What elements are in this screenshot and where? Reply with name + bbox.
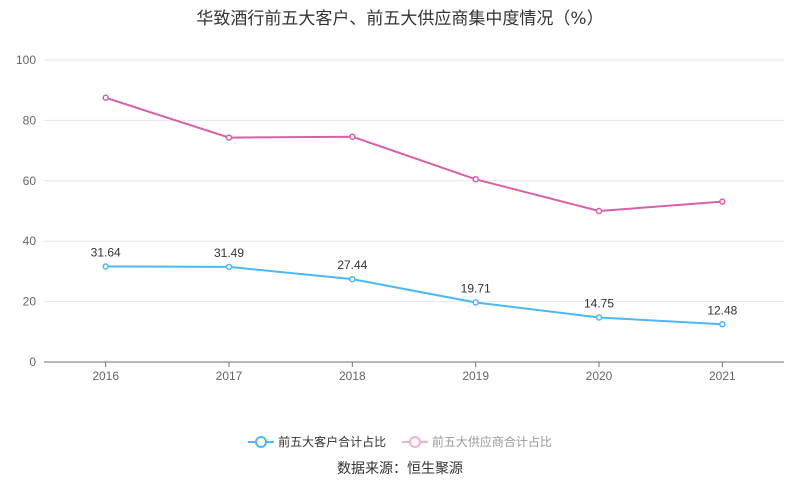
data-point [349, 275, 356, 283]
data-label: 27.44 [337, 258, 367, 272]
data-point [225, 134, 233, 141]
data-point [225, 263, 233, 271]
data-point [102, 94, 109, 101]
data-point [595, 314, 603, 321]
data-point [595, 207, 603, 215]
data-point [719, 321, 726, 328]
y-tick-label: 0 [29, 355, 36, 369]
x-tick-label: 2016 [92, 369, 119, 383]
legend-label: 前五大客户合计占比 [278, 435, 387, 449]
x-tick-label: 2018 [339, 369, 366, 383]
data-point [472, 299, 479, 306]
line-chart: 0 20 40 60 80 100 2016 2017 2018 2019 2020 2021 31.6… [16, 53, 784, 383]
data-point [349, 133, 356, 140]
data-label: 31.64 [91, 245, 121, 259]
data-point [472, 176, 479, 183]
series-line [105, 265, 723, 326]
data-point [719, 198, 726, 205]
x-tick-label: 2021 [709, 369, 736, 383]
y-tick-label: 80 [23, 113, 37, 127]
legend: 前五大客户合计占比 前五大供应商合计占比 [0, 433, 800, 452]
series-line [105, 96, 723, 213]
chart-title: 华致酒行前五大客户、前五大供应商集中度情况（%） [196, 9, 604, 29]
x-tick-label: 2017 [216, 369, 243, 383]
data-label: 31.49 [214, 246, 244, 260]
data-point [102, 263, 109, 270]
x-tick-label: 2020 [586, 369, 613, 383]
x-tick-label: 2019 [462, 369, 489, 383]
source-note: 数据来源：恒生聚源 [337, 461, 463, 477]
legend-marker-customers-icon [248, 435, 275, 448]
y-tick-label: 20 [23, 295, 37, 309]
y-tick-label: 40 [23, 234, 37, 248]
y-tick-label: 60 [23, 174, 37, 188]
legend-item-suppliers[interactable]: 前五大供应商合计占比 [401, 433, 552, 450]
y-tick-label: 100 [16, 53, 36, 67]
data-label: 14.75 [584, 296, 614, 310]
legend-marker-suppliers-icon [401, 435, 428, 448]
data-label: 12.48 [707, 303, 737, 317]
legend-item-customers[interactable]: 前五大客户合计占比 [248, 433, 386, 450]
legend-label: 前五大供应商合计占比 [431, 435, 552, 449]
data-label: 19.71 [461, 281, 491, 295]
